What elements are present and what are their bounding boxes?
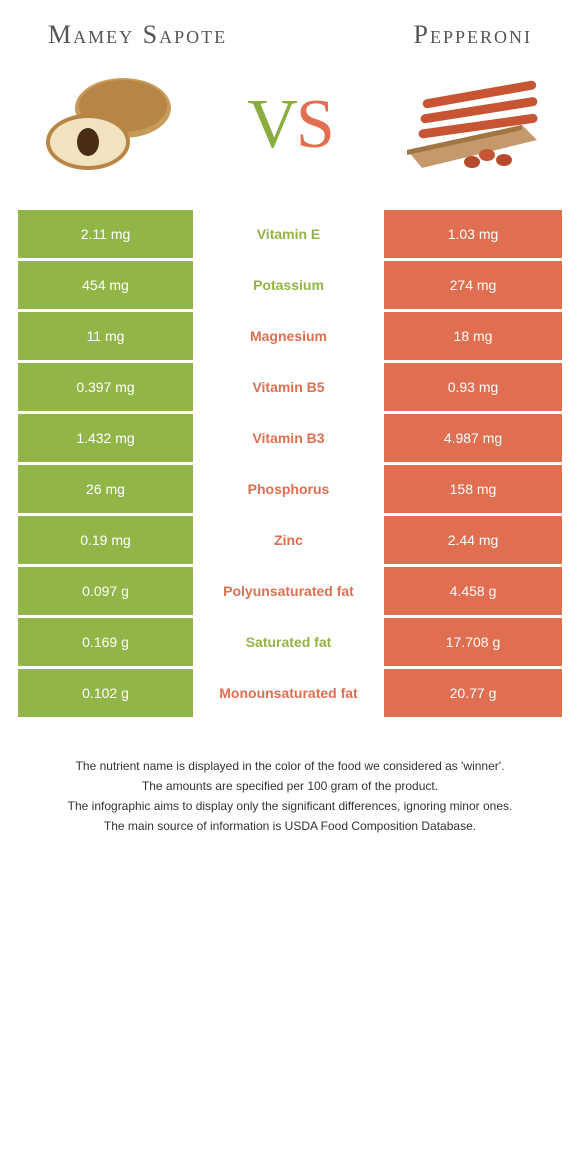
food-left-title: Mamey Sapote [48, 20, 227, 50]
value-left: 1.432 mg [18, 414, 193, 462]
vs-label: VS [247, 85, 333, 165]
footnote-line: The main source of information is USDA F… [18, 817, 562, 835]
value-right: 20.77 g [384, 669, 562, 717]
nutrient-row: 0.102 gMonounsaturated fat20.77 g [18, 669, 562, 717]
nutrient-name: Zinc [193, 516, 384, 564]
nutrient-row: 26 mgPhosphorus158 mg [18, 465, 562, 513]
header-row: Mamey Sapote Pepperoni [18, 0, 562, 60]
image-row: VS [18, 60, 562, 210]
nutrient-row: 0.097 gPolyunsaturated fat4.458 g [18, 567, 562, 615]
nutrient-row: 1.432 mgVitamin B34.987 mg [18, 414, 562, 462]
nutrient-name: Vitamin B3 [193, 414, 384, 462]
nutrient-row: 454 mgPotassium274 mg [18, 261, 562, 309]
value-right: 4.458 g [384, 567, 562, 615]
vs-letter-v: V [247, 86, 296, 163]
value-right: 158 mg [384, 465, 562, 513]
value-left: 26 mg [18, 465, 193, 513]
nutrient-name: Polyunsaturated fat [193, 567, 384, 615]
value-right: 2.44 mg [384, 516, 562, 564]
value-right: 274 mg [384, 261, 562, 309]
value-left: 2.11 mg [18, 210, 193, 258]
nutrient-row: 0.397 mgVitamin B50.93 mg [18, 363, 562, 411]
value-left: 0.397 mg [18, 363, 193, 411]
vs-letter-s: S [296, 86, 333, 163]
value-right: 18 mg [384, 312, 562, 360]
value-left: 0.169 g [18, 618, 193, 666]
value-left: 454 mg [18, 261, 193, 309]
value-right: 4.987 mg [384, 414, 562, 462]
footnote-line: The amounts are specified per 100 gram o… [18, 777, 562, 795]
nutrient-row: 11 mgMagnesium18 mg [18, 312, 562, 360]
nutrient-name: Phosphorus [193, 465, 384, 513]
value-right: 17.708 g [384, 618, 562, 666]
nutrient-name: Monounsaturated fat [193, 669, 384, 717]
nutrient-name: Vitamin B5 [193, 363, 384, 411]
footnote-line: The nutrient name is displayed in the co… [18, 757, 562, 775]
nutrient-row: 0.19 mgZinc2.44 mg [18, 516, 562, 564]
food-right-image [392, 70, 552, 180]
value-left: 11 mg [18, 312, 193, 360]
value-left: 0.097 g [18, 567, 193, 615]
food-right-title: Pepperoni [414, 20, 532, 50]
footnote-line: The infographic aims to display only the… [18, 797, 562, 815]
value-left: 0.19 mg [18, 516, 193, 564]
nutrient-row: 2.11 mgVitamin E1.03 mg [18, 210, 562, 258]
nutrient-name: Magnesium [193, 312, 384, 360]
nutrient-name: Saturated fat [193, 618, 384, 666]
value-left: 0.102 g [18, 669, 193, 717]
nutrient-name: Potassium [193, 261, 384, 309]
value-right: 1.03 mg [384, 210, 562, 258]
value-right: 0.93 mg [384, 363, 562, 411]
nutrient-table: 2.11 mgVitamin E1.03 mg454 mgPotassium27… [18, 210, 562, 717]
nutrient-row: 0.169 gSaturated fat17.708 g [18, 618, 562, 666]
footnotes: The nutrient name is displayed in the co… [18, 717, 562, 835]
food-left-image [28, 70, 188, 180]
nutrient-name: Vitamin E [193, 210, 384, 258]
